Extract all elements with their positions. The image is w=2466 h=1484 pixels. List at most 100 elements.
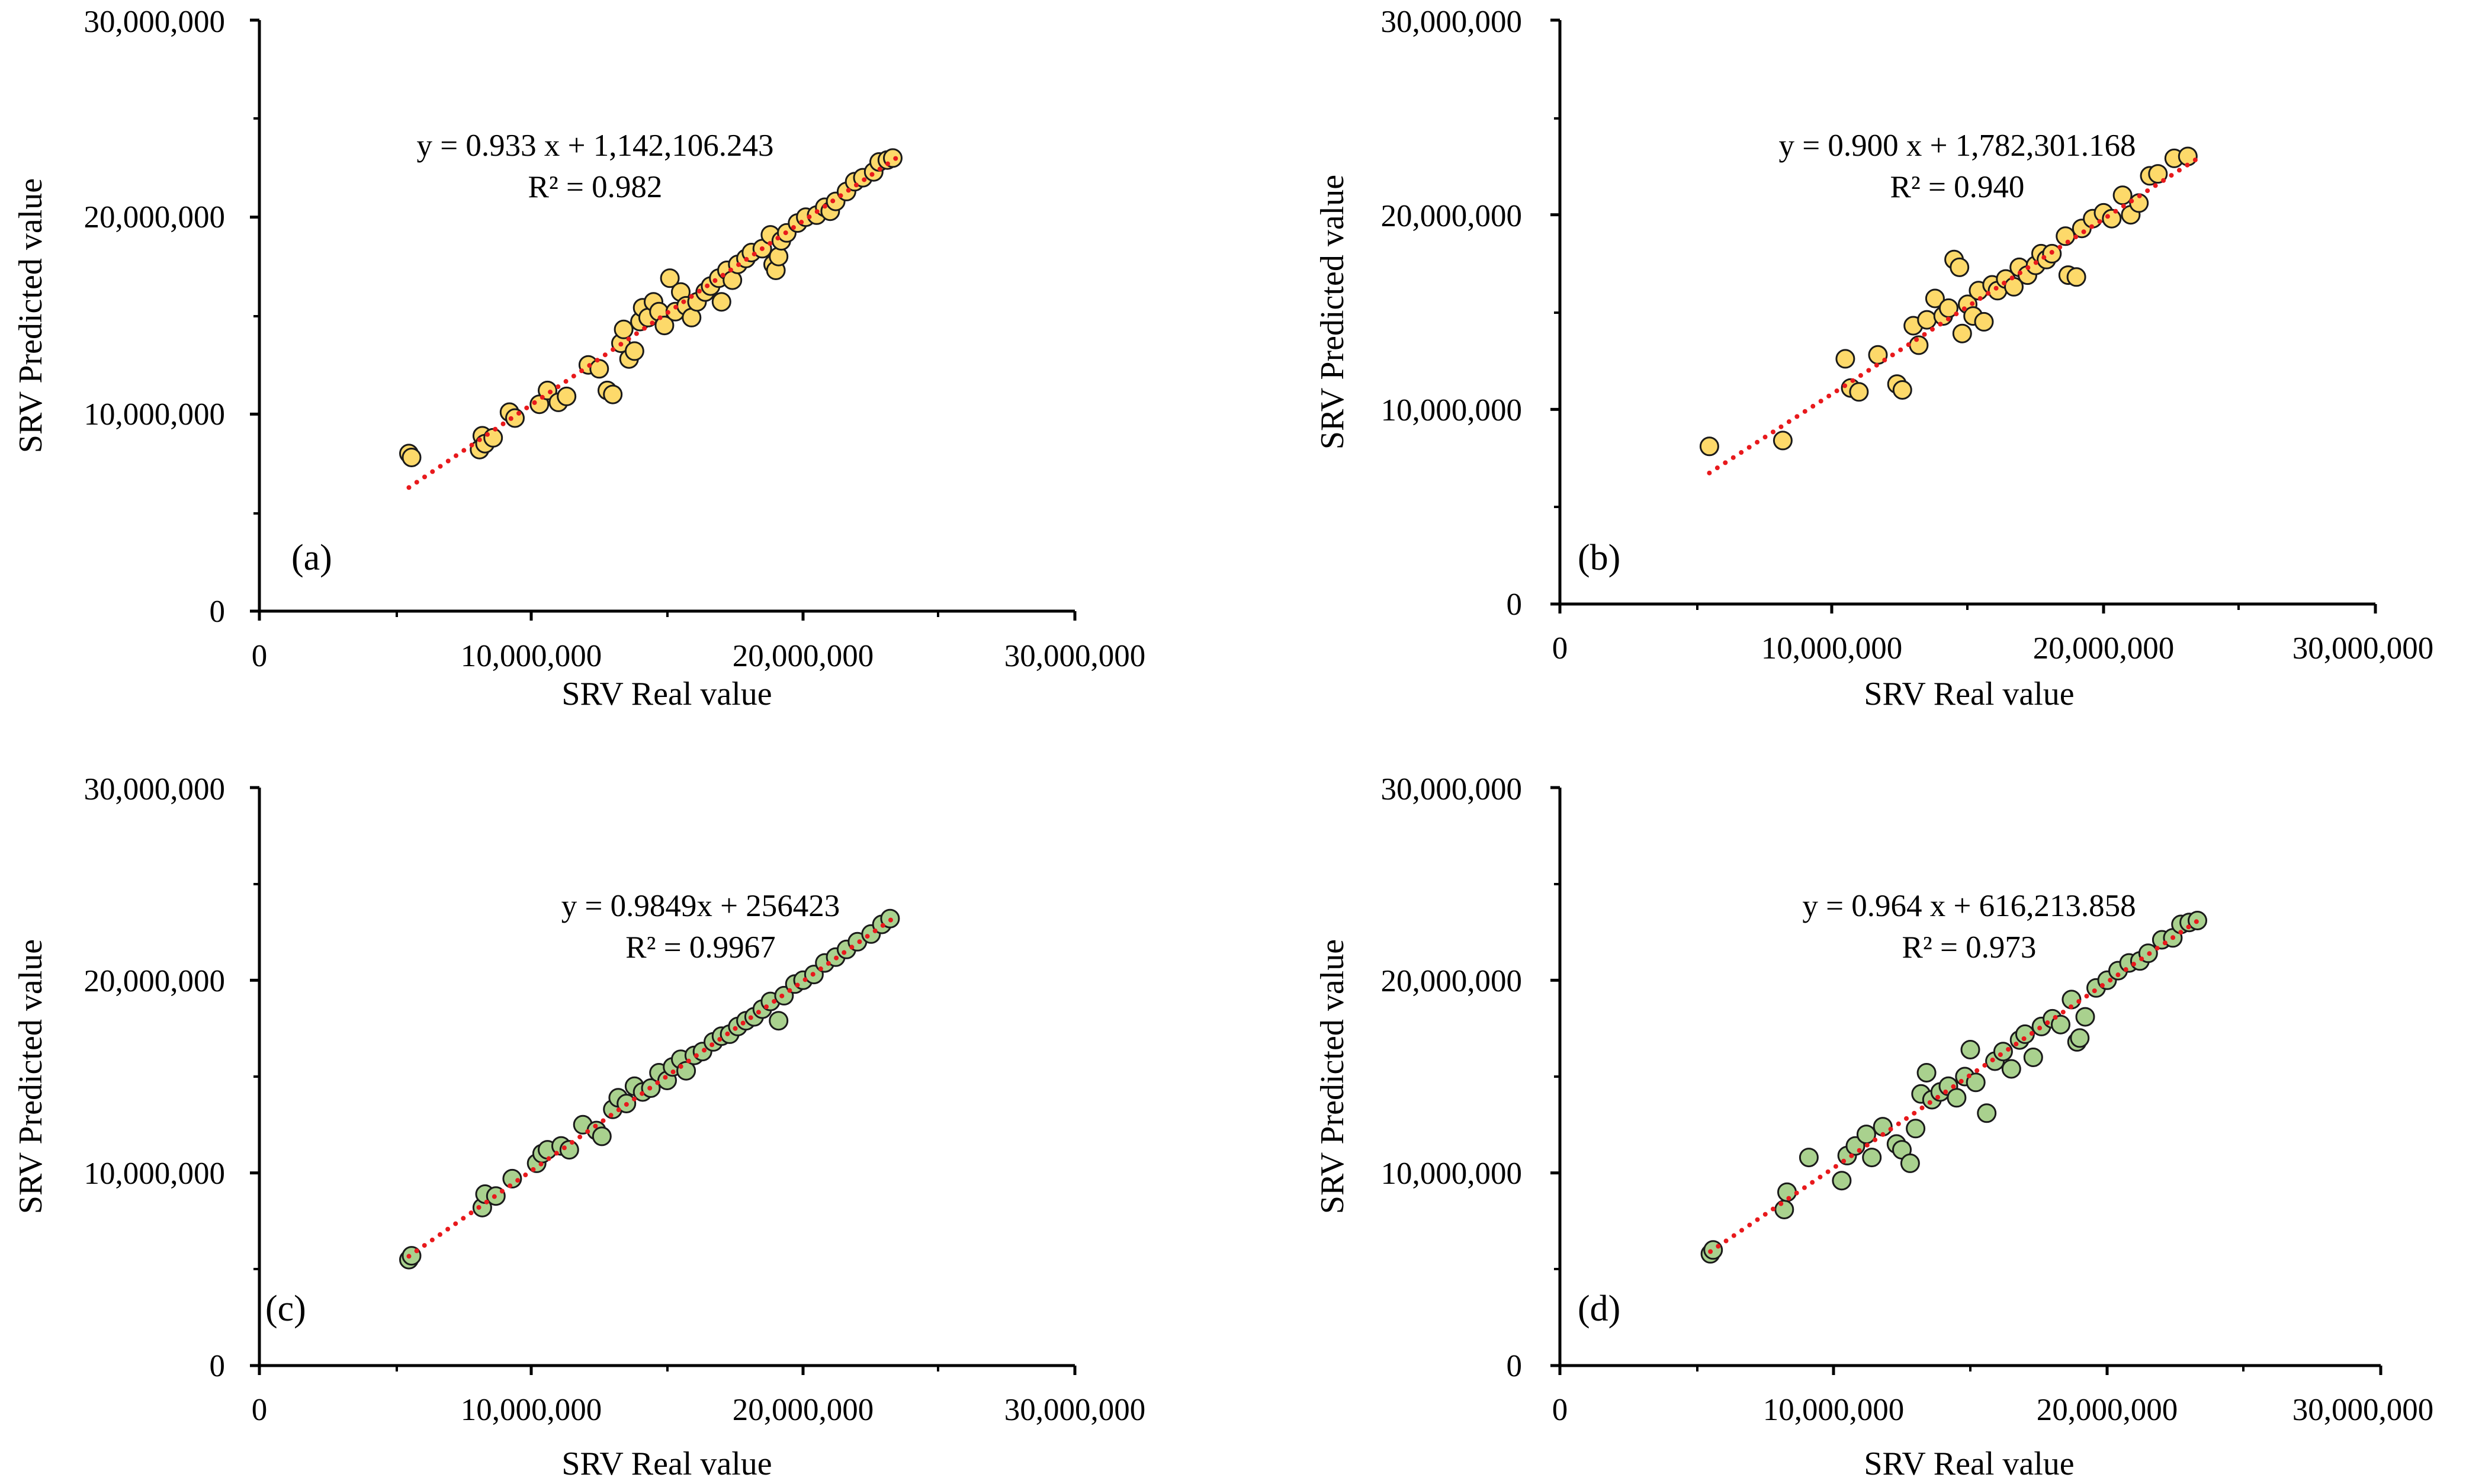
data-point <box>589 359 609 379</box>
trendline-equation: y = 0.900 x + 1,782,301.168 <box>1778 129 2136 163</box>
data-point <box>1799 1148 1819 1168</box>
data-point <box>1977 1103 1997 1123</box>
y-axis-title: SRV Predicted value <box>1314 175 1351 449</box>
x-tick-label: 10,000,000 <box>1761 631 1903 666</box>
y-tick-label: 30,000,000 <box>84 5 226 39</box>
y-axis-title: SRV Predicted value <box>12 178 49 453</box>
data-point <box>1917 310 1937 330</box>
x-tick-label: 20,000,000 <box>2037 1393 2178 1427</box>
trendline-path <box>1707 155 2201 476</box>
trendline <box>1707 155 2201 476</box>
data-point <box>1925 288 1945 309</box>
r-squared-label: R² = 0.973 <box>1902 930 2037 965</box>
x-tick-label: 10,000,000 <box>461 1393 602 1427</box>
x-tick-label: 20,000,000 <box>733 639 874 673</box>
x-tick-label: 30,000,000 <box>1004 639 1146 673</box>
data-point <box>1703 1240 1723 1260</box>
x-tick-label: 30,000,000 <box>2292 631 2434 666</box>
data-point <box>2148 164 2168 184</box>
y-tick-label: 30,000,000 <box>1381 5 1523 39</box>
data-point <box>2178 146 2198 166</box>
panel-label: (b) <box>1578 538 1620 578</box>
y-tick-label: 0 <box>1507 1349 1523 1383</box>
data-point <box>1993 1042 2013 1062</box>
data-point <box>2023 1048 2043 1067</box>
data-point <box>1974 311 1994 332</box>
x-axis-title: SRV Real value <box>1864 676 2074 712</box>
data-point <box>1835 349 1855 369</box>
y-tick-label: 10,000,000 <box>84 397 226 432</box>
x-tick-label: 0 <box>1552 1393 1568 1427</box>
data-point <box>2070 1028 2090 1048</box>
x-tick-label: 10,000,000 <box>461 639 602 673</box>
data-point <box>1906 1119 1926 1139</box>
panel-c: 0 10,000,000 20,000,000 30,000,000 0 10,… <box>12 772 1145 1482</box>
trendline-path <box>406 154 901 490</box>
y-tick-label: 10,000,000 <box>84 1157 226 1191</box>
data-point <box>2075 1007 2095 1027</box>
r-squared-label: R² = 0.940 <box>1890 170 2025 204</box>
x-tick-label: 20,000,000 <box>733 1393 874 1427</box>
data-point <box>1952 323 1972 343</box>
x-tick-label: 10,000,000 <box>1763 1393 1905 1427</box>
data-point <box>769 1011 789 1031</box>
data-point <box>1699 436 1719 457</box>
data-point <box>502 1168 522 1189</box>
data-point <box>624 341 644 361</box>
data-point <box>592 1126 612 1146</box>
data-point <box>1892 380 1912 400</box>
y-tick-label: 20,000,000 <box>1381 199 1523 233</box>
data-point <box>1832 1171 1852 1191</box>
data-point <box>1849 382 1869 402</box>
data-point <box>1862 1148 1882 1168</box>
y-axis-title: SRV Predicted value <box>12 939 49 1214</box>
data-point <box>2051 1014 2070 1035</box>
data-point <box>2066 267 2086 287</box>
x-axis-title: SRV Real value <box>561 1446 772 1482</box>
panel-label: (c) <box>265 1289 306 1329</box>
panel-a: 0 10,000,000 20,000,000 30,000,000 0 10,… <box>12 5 1145 712</box>
y-tick-label: 0 <box>210 1349 226 1383</box>
data-point <box>2102 208 2122 229</box>
data-point <box>660 268 680 288</box>
data-point <box>538 380 557 400</box>
data-points <box>1700 911 2207 1264</box>
trendline-equation: y = 0.9849x + 256423 <box>561 889 840 923</box>
data-points <box>399 908 900 1270</box>
y-tick-label: 30,000,000 <box>1381 772 1523 807</box>
x-tick-label: 0 <box>1552 631 1568 666</box>
data-point <box>2112 185 2133 205</box>
data-point <box>1950 257 1970 277</box>
x-tick-label: 20,000,000 <box>2033 631 2175 666</box>
data-point <box>1774 1200 1794 1219</box>
data-point <box>557 386 577 406</box>
data-point <box>559 1140 579 1160</box>
panel-d: 0 10,000,000 20,000,000 30,000,000 0 10,… <box>1314 772 2433 1482</box>
data-point <box>654 316 675 336</box>
x-axis-title: SRV Real value <box>561 676 772 712</box>
y-tick-label: 20,000,000 <box>1381 964 1523 998</box>
data-point <box>614 319 634 339</box>
x-tick-label: 30,000,000 <box>1004 1393 1146 1427</box>
data-point <box>2001 1059 2021 1079</box>
data-point <box>1947 1088 1967 1108</box>
panel-label: (a) <box>291 538 332 578</box>
y-tick-label: 20,000,000 <box>84 200 226 235</box>
r-squared-label: R² = 0.9967 <box>625 930 775 965</box>
data-point <box>1916 1063 1937 1083</box>
r-squared-label: R² = 0.982 <box>528 170 663 204</box>
data-point <box>1856 1125 1876 1145</box>
data-point <box>402 448 422 467</box>
y-tick-label: 20,000,000 <box>84 964 226 998</box>
y-tick-label: 0 <box>210 595 226 629</box>
data-point <box>1773 431 1793 451</box>
y-tick-label: 10,000,000 <box>1381 393 1523 428</box>
trendline <box>406 154 901 490</box>
y-tick-label: 30,000,000 <box>84 772 226 807</box>
y-axis-title: SRV Predicted value <box>1314 939 1351 1214</box>
data-point <box>711 292 731 312</box>
data-point <box>603 384 623 404</box>
data-point <box>1960 1040 1980 1059</box>
trendline-equation: y = 0.933 x + 1,142,106.243 <box>416 129 773 163</box>
